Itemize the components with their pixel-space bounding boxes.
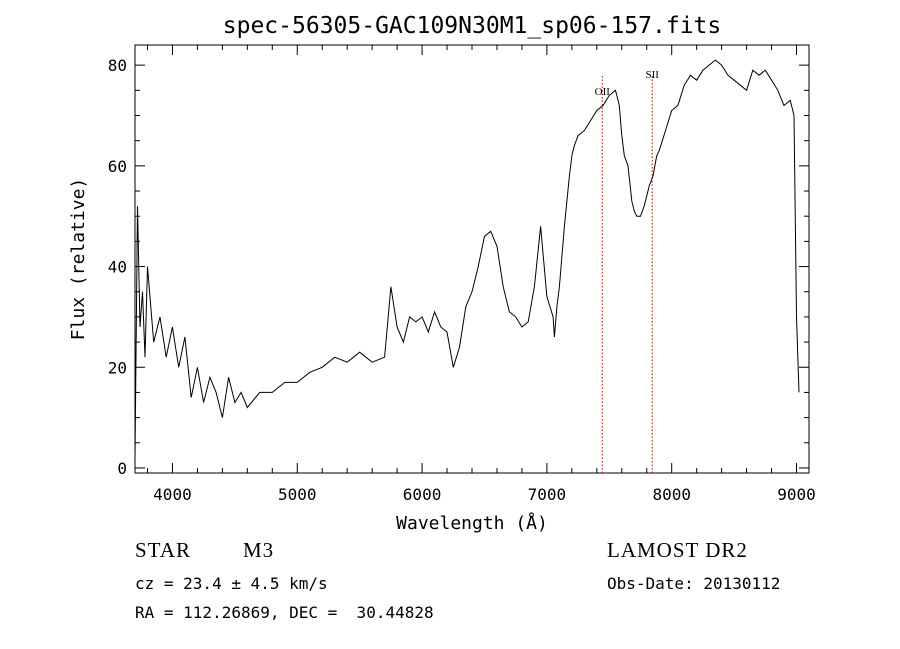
axis-ticks — [135, 45, 809, 473]
emission-line-markers: OII SII — [595, 69, 660, 473]
y-axis-label: Flux (relative) — [68, 178, 89, 341]
spectrum-line — [134, 59, 800, 458]
x-tick-label: 6000 — [403, 485, 442, 504]
x-tick-label: 8000 — [652, 485, 691, 504]
coordinates-text: RA = 112.26869, DEC = 30.44828 — [135, 603, 434, 622]
y-tick-label: 40 — [108, 258, 127, 277]
survey-name: LAMOST DR2 — [607, 538, 748, 562]
y-tick-label: 60 — [108, 157, 127, 176]
y-tick-label: 0 — [117, 459, 127, 478]
observation-date: Obs-Date: 20130112 — [607, 574, 781, 593]
x-tick-label: 9000 — [777, 485, 816, 504]
emission-marker-label: OII — [595, 86, 611, 98]
chart-title: spec-56305-GAC109N30M1_sp06-157.fits — [223, 13, 722, 39]
tick-labels: 4000 5000 6000 7000 8000 9000 0 20 40 60 80 — [108, 56, 816, 504]
x-axis-label: Wavelength (Å) — [396, 512, 548, 534]
x-tick-label: 4000 — [153, 485, 192, 504]
emission-marker-label: SII — [646, 69, 660, 81]
y-tick-label: 20 — [108, 358, 127, 377]
object-class: STAR — [135, 538, 191, 562]
y-tick-label: 80 — [108, 56, 127, 75]
plot-frame — [134, 44, 810, 474]
velocity-text: cz = 23.4 ± 4.5 km/s — [135, 574, 328, 593]
x-tick-label: 5000 — [278, 485, 317, 504]
spectral-subclass: M3 — [243, 538, 275, 562]
x-tick-label: 7000 — [528, 485, 567, 504]
